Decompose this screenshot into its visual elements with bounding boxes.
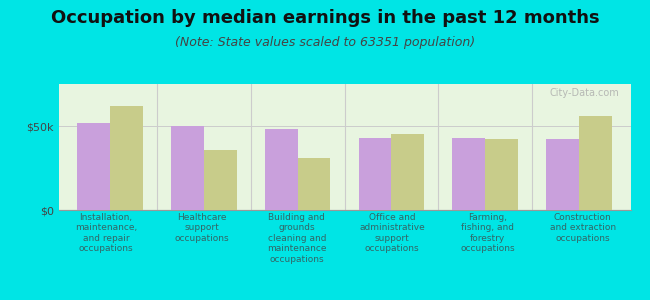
Text: Farming,
fishing, and
forestry
occupations: Farming, fishing, and forestry occupatio… — [460, 213, 515, 253]
Bar — [391, 134, 424, 210]
Text: Office and
administrative
support
occupations: Office and administrative support occupa… — [359, 213, 425, 253]
Text: Building and
grounds
cleaning and
maintenance
occupations: Building and grounds cleaning and mainte… — [267, 213, 326, 264]
Bar — [485, 140, 518, 210]
Text: Installation,
maintenance,
and repair
occupations: Installation, maintenance, and repair oc… — [75, 213, 137, 253]
Bar — [359, 138, 391, 210]
Bar — [546, 140, 579, 210]
Bar — [298, 158, 330, 210]
Bar — [579, 116, 612, 210]
Bar — [204, 149, 237, 210]
Bar — [452, 138, 485, 210]
Bar — [265, 129, 298, 210]
Text: Occupation by median earnings in the past 12 months: Occupation by median earnings in the pas… — [51, 9, 599, 27]
Text: Healthcare
support
occupations: Healthcare support occupations — [174, 213, 229, 243]
Text: (Note: State values scaled to 63351 population): (Note: State values scaled to 63351 popu… — [175, 36, 475, 49]
Text: City-Data.com: City-Data.com — [549, 88, 619, 98]
Text: Construction
and extraction
occupations: Construction and extraction occupations — [550, 213, 616, 243]
Bar — [171, 126, 204, 210]
Bar — [110, 106, 143, 210]
Bar — [77, 123, 110, 210]
